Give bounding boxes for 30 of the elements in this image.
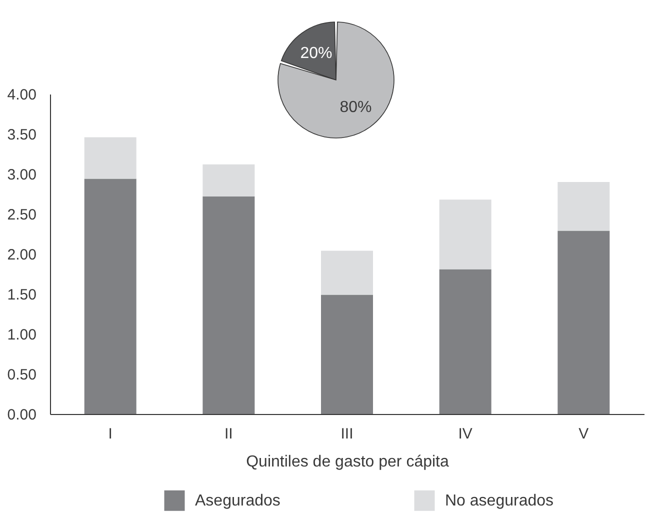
x-tick-label: IV (458, 426, 472, 442)
y-tick-label: 4.00 (7, 86, 36, 104)
bar (321, 294, 373, 414)
y-tick-label: 0.50 (7, 366, 36, 384)
y-tick-label: 0.00 (7, 406, 36, 424)
bar (439, 269, 492, 414)
x-tick-label: II (224, 426, 233, 442)
bar (558, 182, 610, 231)
bar (558, 230, 610, 414)
y-tick-label: 2.50 (7, 206, 36, 224)
x-tick-label: V (578, 426, 589, 442)
bar (202, 164, 255, 196)
legend-label: No asegurados (445, 492, 554, 510)
bar (84, 137, 136, 179)
y-tick-label: 3.50 (7, 126, 36, 144)
y-tick-label: 3.00 (7, 166, 36, 184)
data-label: 80% (340, 99, 372, 116)
data-label: 20% (300, 44, 332, 62)
bar (321, 250, 373, 295)
bar (84, 178, 136, 414)
x-tick-label: III (340, 426, 354, 442)
pie-slice (278, 22, 394, 138)
bar (439, 200, 492, 270)
legend-label: Asegurados (195, 492, 280, 510)
x-tick-label: I (108, 426, 112, 442)
y-tick-label: 1.00 (7, 326, 36, 344)
y-tick-label: 2.00 (7, 246, 36, 264)
y-tick-label: 1.50 (7, 286, 36, 304)
bar (202, 196, 255, 414)
x-axis-title: Quintiles de gasto per cápita (246, 454, 449, 470)
